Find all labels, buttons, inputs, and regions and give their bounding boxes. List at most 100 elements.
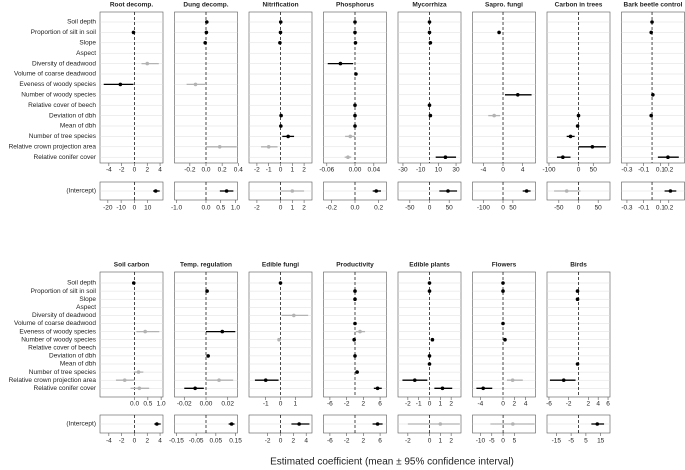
estimate-point	[358, 329, 362, 334]
tick-label: 2	[292, 438, 296, 445]
panel-title: Productivity	[336, 262, 374, 269]
tick-label: -6	[546, 401, 552, 408]
estimate-point	[428, 41, 433, 45]
predictor-label: Mean of dbh	[60, 123, 97, 130]
tick-label: 0	[501, 167, 505, 174]
tick-label: -100	[542, 167, 555, 174]
estimate-point	[217, 378, 221, 383]
estimate-point	[292, 313, 296, 318]
predictor-label: Slope	[79, 40, 96, 47]
tick-label: 0.2	[664, 205, 673, 212]
tick-label: -2	[119, 438, 125, 445]
estimate-point	[651, 93, 655, 97]
tick-label: 2	[362, 401, 366, 408]
tick-label: -4	[106, 438, 112, 445]
tick-label: -0.1	[638, 167, 650, 174]
tick-label: 0.15	[229, 438, 242, 445]
tick-label: 2	[145, 167, 149, 174]
estimate-point	[501, 289, 505, 293]
panel-title: Dung decomp.	[183, 2, 228, 9]
estimate-point	[428, 113, 433, 118]
tick-label: -2	[405, 438, 411, 445]
tick-label: -0.2	[184, 167, 196, 174]
predictor-label: Diversity of deadwood	[32, 60, 96, 67]
predictor-label: Aspect	[76, 50, 96, 57]
tick-label: -2	[265, 438, 271, 445]
estimate-point	[353, 113, 357, 118]
tick-label: -2	[344, 401, 350, 408]
tick-label: 0	[501, 401, 505, 408]
tick-label: -20	[103, 205, 113, 212]
predictor-label: Volume of coarse deadwood	[14, 320, 96, 327]
estimate-point	[266, 145, 271, 149]
tick-label: 0.00	[349, 167, 362, 174]
estimate-point	[668, 189, 673, 193]
panel-title: Sapro. fungi	[485, 2, 523, 9]
estimate-point	[649, 30, 654, 35]
estimate-point	[374, 189, 379, 193]
tick-label: 0	[279, 438, 283, 445]
predictor-label: Number of woody species	[21, 336, 97, 343]
tick-label: 4	[596, 401, 600, 408]
tick-label: 2	[302, 205, 306, 212]
tick-label: -0.1	[638, 205, 650, 212]
estimate-point	[568, 134, 573, 139]
estimate-point	[353, 297, 357, 302]
predictor-label: Deviation of dbh	[49, 112, 96, 119]
tick-label: 2	[302, 167, 306, 174]
tick-label: -2	[254, 167, 260, 174]
tick-label: 4	[304, 438, 308, 445]
estimate-point	[375, 422, 380, 426]
estimate-point	[229, 422, 234, 426]
tick-label: -10	[476, 438, 486, 445]
tick-label: 4	[158, 438, 162, 445]
tick-label: 1	[439, 401, 443, 408]
estimate-point	[564, 189, 569, 193]
estimate-point	[279, 113, 283, 118]
panel-title: Bark beetle control	[624, 2, 683, 9]
predictor-label: Relative crown projection area	[9, 377, 97, 384]
predictor-label: Eveness of woody species	[19, 328, 96, 335]
estimate-point	[220, 329, 225, 334]
tick-label: -2	[405, 401, 411, 408]
estimate-point	[193, 386, 197, 391]
predictor-label: Deviation of dbh	[49, 353, 96, 360]
estimate-point	[515, 93, 520, 97]
tick-label: 1.0	[231, 205, 240, 212]
predictor-label: Volume of coarse deadwood	[14, 71, 96, 78]
tick-label: 0.05	[210, 438, 223, 445]
estimate-point	[353, 321, 357, 326]
tick-label: 6	[606, 401, 610, 408]
tick-label: 4	[524, 401, 528, 408]
estimate-point	[205, 20, 209, 24]
panel-title: Mycorrhiza	[412, 2, 447, 9]
estimate-point	[511, 422, 515, 426]
tick-label: 0.5	[216, 205, 225, 212]
tick-label: -0.06	[319, 167, 334, 174]
panel-frame	[99, 271, 164, 398]
estimate-point	[206, 354, 210, 358]
estimate-point	[666, 155, 670, 159]
estimate-point	[575, 362, 580, 366]
tick-label: 0.0	[350, 205, 359, 212]
tick-label: -30	[398, 167, 408, 174]
tick-label: 30	[452, 167, 460, 174]
tick-label: 4	[158, 167, 162, 174]
estimate-point	[649, 113, 654, 118]
tick-label: -50	[405, 205, 415, 212]
tick-label: 50	[595, 205, 603, 212]
predictor-label: (Intercept)	[66, 188, 96, 195]
estimate-point	[204, 30, 209, 35]
panel-frame	[621, 11, 685, 164]
predictor-label: Proportion of silt in soil	[31, 29, 97, 36]
tick-label: 2	[362, 438, 366, 445]
tick-label: 1	[439, 438, 443, 445]
estimate-point	[278, 41, 282, 45]
panel-title: Birds	[570, 262, 587, 269]
tick-label: -5	[568, 438, 574, 445]
estimate-point	[427, 30, 432, 35]
estimate-point	[440, 386, 445, 391]
predictor-label: Number of tree species	[29, 133, 97, 140]
estimate-point	[346, 155, 350, 159]
estimate-point	[427, 281, 432, 285]
